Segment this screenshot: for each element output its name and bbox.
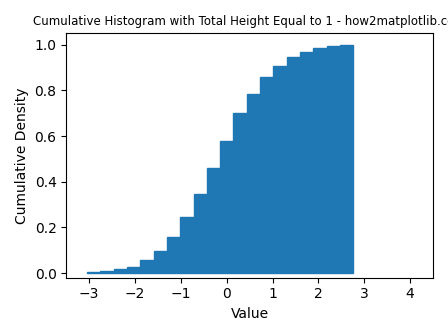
Bar	[233, 113, 247, 273]
Bar	[87, 272, 100, 273]
Bar	[247, 94, 260, 273]
Bar	[313, 48, 327, 273]
Bar	[127, 266, 140, 273]
Y-axis label: Cumulative Density: Cumulative Density	[15, 87, 29, 224]
Bar	[114, 269, 127, 273]
Bar	[287, 57, 300, 273]
Bar	[140, 260, 154, 273]
Bar	[167, 237, 180, 273]
Bar	[300, 52, 313, 273]
Bar	[194, 194, 207, 273]
Bar	[327, 46, 340, 273]
X-axis label: Value: Value	[231, 307, 269, 321]
Title: Cumulative Histogram with Total Height Equal to 1 - how2matplotlib.com: Cumulative Histogram with Total Height E…	[33, 15, 448, 28]
Bar	[220, 141, 233, 273]
Bar	[100, 271, 114, 273]
Bar	[154, 251, 167, 273]
Bar	[260, 77, 273, 273]
Bar	[207, 168, 220, 273]
Bar	[340, 45, 353, 273]
Bar	[273, 66, 287, 273]
Bar	[180, 217, 194, 273]
